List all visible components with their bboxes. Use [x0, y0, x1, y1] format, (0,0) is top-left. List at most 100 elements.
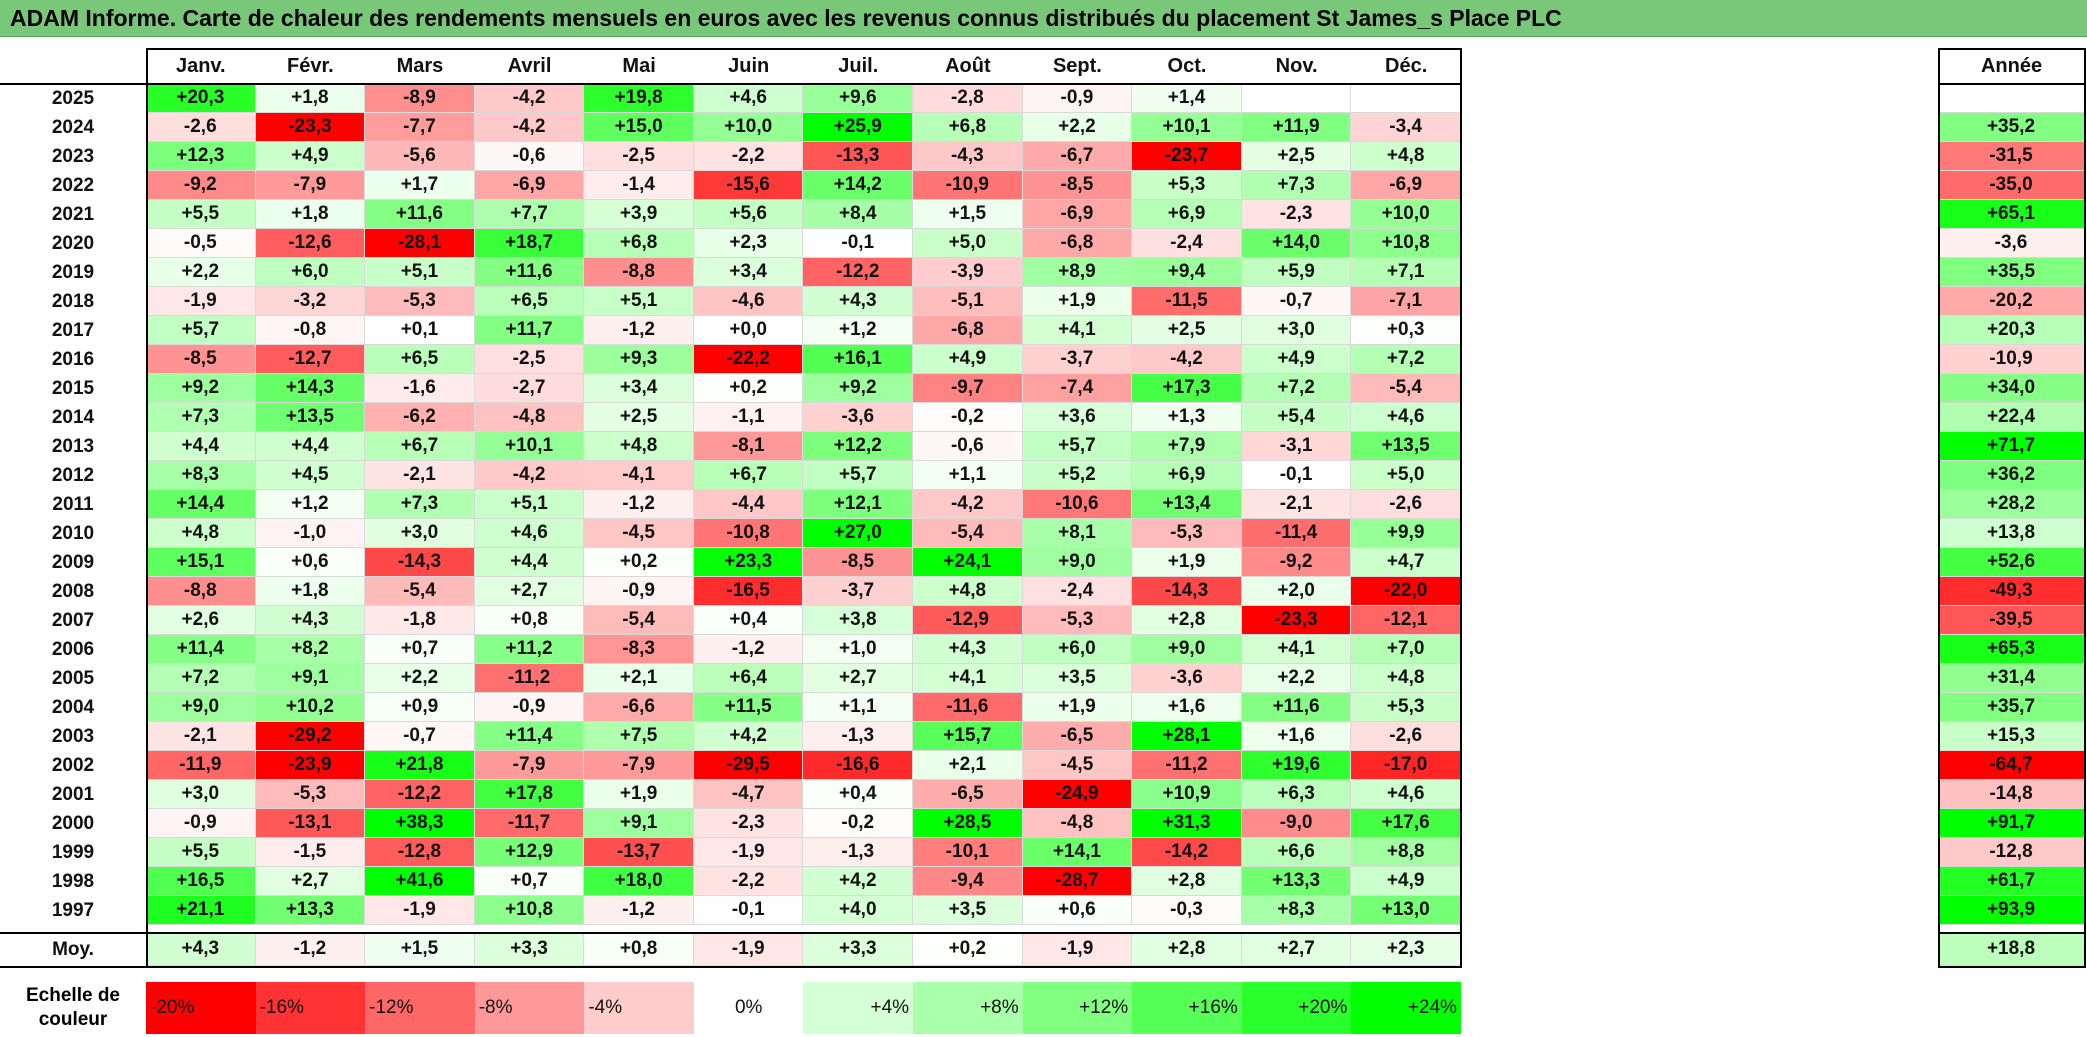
- heatmap-cell: +1,9: [1132, 548, 1242, 577]
- heatmap-cell: +4,4: [146, 432, 256, 461]
- year-label: 2003: [0, 722, 146, 751]
- annual-cell: -35,0: [1938, 171, 2085, 200]
- heatmap-cell: -1,9: [693, 838, 804, 867]
- heatmap-cell: +15,1: [146, 548, 256, 577]
- annual-cell: +20,3: [1938, 316, 2085, 345]
- heatmap-cell: -3,2: [255, 287, 366, 316]
- heatmap-cell: -6,6: [584, 693, 694, 722]
- heatmap-cell: +6,4: [693, 664, 804, 693]
- heatmap-cell: +6,9: [1132, 461, 1242, 490]
- year-label: 2010: [0, 519, 146, 548]
- heatmap-cell: -13,1: [255, 809, 366, 838]
- heatmap-cell: +1,3: [1132, 403, 1242, 432]
- heatmap-cell: +10,1: [1132, 113, 1242, 142]
- scale-swatch: +4%: [803, 982, 914, 1034]
- heatmap-cell: +5,5: [146, 200, 256, 229]
- heatmap-cell: -5,3: [255, 780, 366, 809]
- heatmap-cell: +10,0: [693, 113, 804, 142]
- column-header: Oct.: [1132, 48, 1242, 84]
- heatmap-cell: +9,6: [803, 84, 914, 113]
- average-cell: -1,9: [693, 933, 804, 966]
- heatmap-cell: -3,9: [913, 258, 1023, 287]
- heatmap-cell: -22,2: [693, 345, 804, 374]
- year-label: 2022: [0, 171, 146, 200]
- annual-cell: +22,4: [1938, 403, 2085, 432]
- heatmap-cell: -1,3: [803, 838, 914, 867]
- column-header: Mars: [365, 48, 475, 84]
- heatmap-cell: +1,8: [255, 577, 366, 606]
- year-label: 2006: [0, 635, 146, 664]
- heatmap-cell: -4,8: [474, 403, 585, 432]
- year-label: 2025: [0, 84, 146, 113]
- heatmap-cell: -2,6: [1351, 722, 1461, 751]
- heatmap-cell: +6,7: [693, 461, 804, 490]
- heatmap-cell: -9,0: [1241, 809, 1352, 838]
- heatmap-cell: -23,9: [255, 751, 366, 780]
- scale-swatch: +8%: [913, 982, 1023, 1034]
- heatmap-cell: +4,3: [255, 606, 366, 635]
- heatmap-cell: +7,2: [1241, 374, 1352, 403]
- heatmap-cell: -6,2: [365, 403, 475, 432]
- scale-swatch: +12%: [1022, 982, 1133, 1034]
- heatmap-cell: +18,0: [584, 867, 694, 896]
- heatmap-cell: +28,1: [1132, 722, 1242, 751]
- heatmap-cell: -2,3: [693, 809, 804, 838]
- heatmap-cell: +0,7: [365, 635, 475, 664]
- year-label: 2017: [0, 316, 146, 345]
- heatmap-cell: +4,8: [1351, 142, 1461, 171]
- heatmap-cell: +13,5: [1351, 432, 1461, 461]
- heatmap-cell: +8,2: [255, 635, 366, 664]
- heatmap-cell: -5,3: [1132, 519, 1242, 548]
- heatmap-cell: -2,1: [1241, 490, 1352, 519]
- heatmap-cell: +1,5: [913, 200, 1023, 229]
- heatmap-cell: -13,3: [803, 142, 914, 171]
- average-cell: +2,7: [1241, 933, 1352, 966]
- heatmap-cell: +11,5: [693, 693, 804, 722]
- annual-average-rule: [1938, 932, 2086, 934]
- heatmap-cell: -2,5: [584, 142, 694, 171]
- heatmap-cell: +21,8: [365, 751, 475, 780]
- heatmap-cell: +0,4: [803, 780, 914, 809]
- heatmap-cell: +0,2: [584, 548, 694, 577]
- heatmap-cell: -7,9: [255, 171, 366, 200]
- color-scale-label: Echelle de couleur: [0, 982, 146, 1034]
- heatmap-cell: +8,1: [1022, 519, 1133, 548]
- heatmap-cell: +15,7: [913, 722, 1023, 751]
- annual-cell: +34,0: [1938, 374, 2085, 403]
- heatmap-cell: +8,3: [146, 461, 256, 490]
- heatmap-cell: +4,8: [1351, 664, 1461, 693]
- column-header: Sept.: [1022, 48, 1133, 84]
- heatmap-cell: -29,5: [693, 751, 804, 780]
- year-label: 2012: [0, 461, 146, 490]
- heatmap-cell: +7,3: [365, 490, 475, 519]
- heatmap-cell: +0,6: [255, 548, 366, 577]
- heatmap-cell: +1,6: [1241, 722, 1352, 751]
- heatmap-cell: +0,6: [1022, 896, 1133, 925]
- annual-header: Année: [1938, 48, 2085, 84]
- heatmap-cell: +1,8: [255, 84, 366, 113]
- annual-cell: +35,5: [1938, 258, 2085, 287]
- heatmap-cell: -4,1: [584, 461, 694, 490]
- year-label: 2001: [0, 780, 146, 809]
- heatmap-cell: +27,0: [803, 519, 914, 548]
- heatmap-cell: +10,2: [255, 693, 366, 722]
- heatmap-cell: +3,0: [1241, 316, 1352, 345]
- heatmap-cell: +5,1: [584, 287, 694, 316]
- header-rule: [0, 83, 1461, 85]
- scale-swatch: 0%: [693, 982, 804, 1034]
- heatmap-cell: -1,0: [255, 519, 366, 548]
- heatmap-cell: -0,2: [913, 403, 1023, 432]
- heatmap-cell: +7,1: [1351, 258, 1461, 287]
- heatmap-cell: -6,9: [474, 171, 585, 200]
- heatmap-cell: +28,5: [913, 809, 1023, 838]
- heatmap-cell: +2,7: [255, 867, 366, 896]
- heatmap-cell: -0,1: [1241, 461, 1352, 490]
- heatmap-cell: +4,1: [1241, 635, 1352, 664]
- heatmap-cell: -24,9: [1022, 780, 1133, 809]
- heatmap-cell: -14,2: [1132, 838, 1242, 867]
- heatmap-cell: +1,1: [913, 461, 1023, 490]
- heatmap-cell: -12,8: [365, 838, 475, 867]
- heatmap-cell: -8,1: [693, 432, 804, 461]
- heatmap-cell: -11,5: [1132, 287, 1242, 316]
- heatmap-cell: -1,2: [693, 635, 804, 664]
